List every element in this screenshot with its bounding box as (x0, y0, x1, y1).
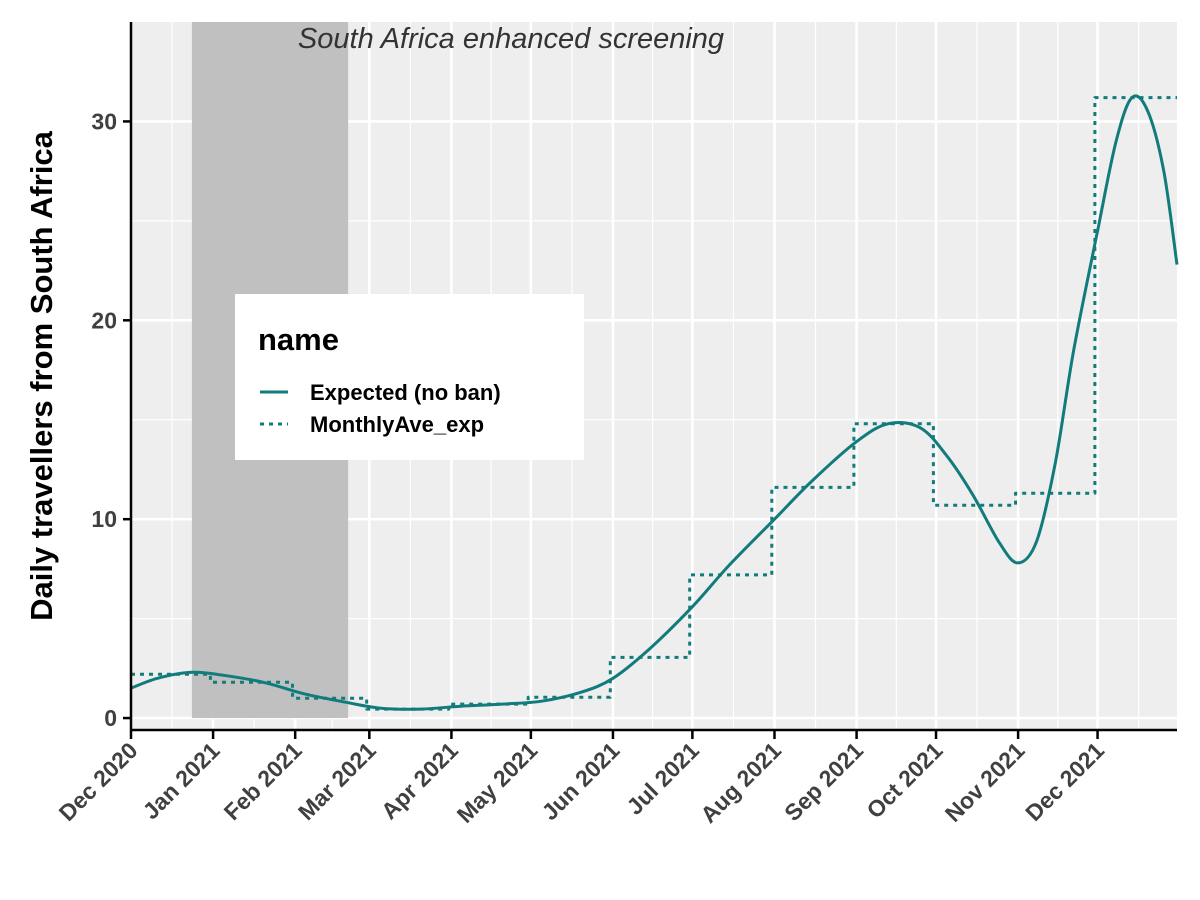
x-tick-label: Sep 2021 (779, 737, 868, 826)
y-axis-label: Daily travellers from South Africa (24, 130, 59, 621)
x-tick-label: Dec 2020 (54, 737, 143, 826)
x-tick-label: Jul 2021 (621, 737, 704, 820)
legend-label-expected: Expected (no ban) (310, 380, 501, 405)
legend-label-monthlyave: MonthlyAve_exp (310, 412, 484, 437)
y-tick-label: 10 (91, 506, 117, 532)
x-tick-label: Apr 2021 (376, 737, 463, 824)
x-tick-label: Nov 2021 (940, 737, 1030, 827)
x-tick-label: Jun 2021 (536, 737, 624, 825)
y-axis-ticks: 0 10 20 30 (91, 108, 131, 731)
x-tick-label: Aug 2021 (695, 737, 786, 828)
legend-title: name (258, 322, 339, 357)
series-layer (130, 94, 1179, 711)
y-tick-label: 30 (91, 108, 117, 134)
x-tick-label: May 2021 (452, 737, 543, 828)
legend: name Expected (no ban) MonthlyAve_exp (235, 294, 584, 460)
x-tick-label: Oct 2021 (861, 737, 947, 823)
legend-box (235, 294, 584, 460)
series-line-expected (130, 94, 1179, 711)
x-tick-label: Jan 2021 (138, 737, 225, 824)
series-line-monthlyave (131, 96, 1177, 711)
y-tick-label: 0 (104, 705, 117, 731)
x-tick-label: Feb 2021 (219, 737, 307, 825)
shaded-region-annotation: South Africa enhanced screening (298, 23, 724, 55)
x-tick-label: Mar 2021 (293, 737, 381, 825)
x-tick-label: Dec 2021 (1020, 737, 1109, 826)
y-tick-label: 20 (91, 307, 117, 333)
